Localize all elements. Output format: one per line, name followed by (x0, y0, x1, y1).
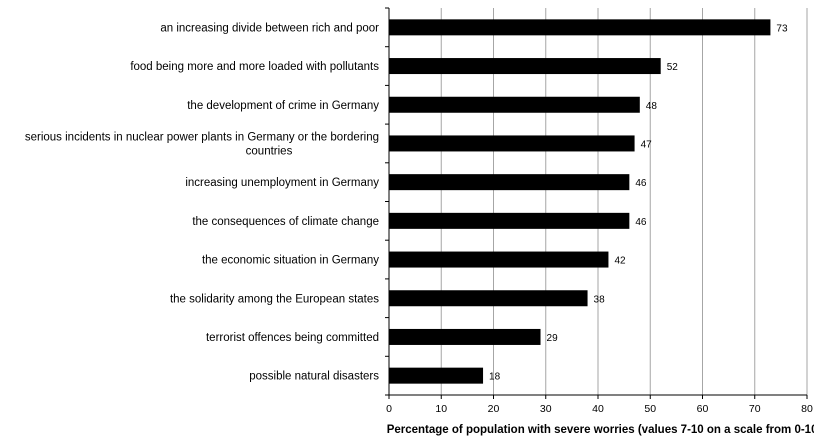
bar-7 (389, 290, 588, 307)
x-tick-label-30: 30 (540, 403, 552, 415)
x-tick-label-60: 60 (697, 403, 709, 415)
value-label-5: 46 (635, 217, 647, 228)
category-label-1: food being more and more loaded with pol… (130, 61, 379, 73)
category-label-4-line-0: increasing unemployment in Germany (185, 177, 379, 189)
bar-8 (389, 328, 541, 345)
x-tick-label-0: 0 (386, 403, 392, 415)
category-label-9-line-0: possible natural disasters (249, 371, 379, 383)
value-label-9: 18 (489, 372, 501, 383)
category-label-8-line-0: terrorist offences being committed (206, 332, 379, 344)
bar-4 (389, 174, 630, 191)
category-label-3: serious incidents in nuclear power plant… (25, 131, 379, 157)
category-label-0: an increasing divide between rich and po… (160, 22, 379, 34)
category-label-8: terrorist offences being committed (206, 332, 379, 344)
category-label-9: possible natural disasters (249, 371, 379, 383)
category-label-0-line-0: an increasing divide between rich and po… (160, 22, 379, 34)
bar-0 (389, 19, 771, 36)
category-label-7: the solidarity among the European states (170, 293, 379, 305)
value-label-2: 48 (646, 101, 658, 112)
category-label-6: the economic situation in Germany (202, 255, 379, 267)
value-label-4: 46 (635, 178, 647, 189)
x-axis-title: Percentage of population with severe wor… (387, 424, 814, 436)
category-label-2-line-0: the development of crime in Germany (187, 100, 379, 112)
bar-5 (389, 212, 630, 229)
category-label-2: the development of crime in Germany (187, 100, 379, 112)
category-label-6-line-0: the economic situation in Germany (202, 255, 379, 267)
category-label-4: increasing unemployment in Germany (185, 177, 379, 189)
category-label-5-line-0: the consequences of climate change (192, 216, 379, 228)
x-tick-label-70: 70 (749, 403, 761, 415)
bar-3 (389, 135, 635, 152)
category-label-1-line-0: food being more and more loaded with pol… (130, 61, 379, 73)
x-tick-label-80: 80 (801, 403, 813, 415)
value-label-0: 73 (776, 23, 788, 34)
x-tick-label-50: 50 (644, 403, 656, 415)
bar-6 (389, 251, 609, 268)
category-label-5: the consequences of climate change (192, 216, 379, 228)
bar-9 (389, 367, 484, 384)
x-tick-label-40: 40 (592, 403, 604, 415)
value-label-1: 52 (667, 62, 679, 73)
category-label-3-line-1: countries (246, 145, 293, 157)
value-label-3: 47 (641, 139, 653, 150)
value-label-7: 38 (594, 294, 606, 305)
bar-1 (389, 58, 661, 75)
x-tick-label-20: 20 (488, 403, 500, 415)
value-label-8: 29 (547, 333, 559, 344)
category-label-3-line-0: serious incidents in nuclear power plant… (25, 131, 379, 143)
category-label-7-line-0: the solidarity among the European states (170, 293, 379, 305)
bar-2 (389, 96, 640, 113)
value-label-6: 42 (614, 256, 626, 267)
x-tick-label-10: 10 (435, 403, 447, 415)
